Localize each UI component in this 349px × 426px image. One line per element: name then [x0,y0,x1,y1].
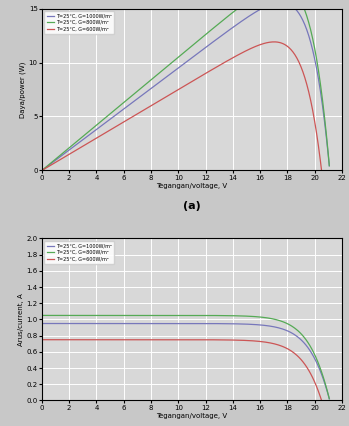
T=25°C, G=600W/m² [247,338,251,343]
T=25°C, G=800W/m² [40,313,44,318]
T=25°C, G=600W/m² [272,39,276,44]
Line: T=25°C, G=800W/m²: T=25°C, G=800W/m² [42,0,329,170]
Line: T=25°C, G=1000W/m²: T=25°C, G=1000W/m² [42,3,329,170]
T=25°C, G=1000W/m² [129,321,133,326]
T=25°C, G=600W/m² [40,337,44,342]
X-axis label: Tegangan/voltage, V: Tegangan/voltage, V [156,413,228,419]
T=25°C, G=800W/m² [129,94,133,99]
T=25°C, G=800W/m² [327,396,332,401]
T=25°C, G=800W/m² [86,313,90,318]
T=25°C, G=600W/m² [200,337,204,343]
T=25°C, G=800W/m² [140,313,144,318]
T=25°C, G=800W/m² [259,314,263,320]
Line: T=25°C, G=1000W/m²: T=25°C, G=1000W/m² [42,323,329,399]
T=25°C, G=600W/m² [75,337,79,342]
T=25°C, G=600W/m² [200,73,204,78]
T=25°C, G=800W/m² [58,313,62,318]
T=25°C, G=600W/m² [287,347,291,352]
T=25°C, G=1000W/m² [279,0,283,5]
T=25°C, G=1000W/m² [86,133,90,138]
T=25°C, G=1000W/m² [283,327,287,332]
T=25°C, G=1000W/m² [284,0,288,6]
T=25°C, G=1000W/m² [327,396,332,401]
T=25°C, G=800W/m² [86,130,90,135]
Y-axis label: Arus/current, A: Arus/current, A [18,293,24,346]
T=25°C, G=1000W/m² [140,93,144,98]
T=25°C, G=600W/m² [75,147,79,152]
T=25°C, G=1000W/m² [58,321,62,326]
T=25°C, G=800W/m² [283,320,287,325]
T=25°C, G=800W/m² [129,313,133,318]
Line: T=25°C, G=600W/m²: T=25°C, G=600W/m² [42,340,321,400]
Line: T=25°C, G=800W/m²: T=25°C, G=800W/m² [42,315,329,399]
T=25°C, G=600W/m² [80,144,84,149]
T=25°C, G=1000W/m² [86,321,90,326]
T=25°C, G=800W/m² [58,153,62,158]
Text: (a): (a) [183,201,201,211]
T=25°C, G=800W/m² [140,85,144,90]
T=25°C, G=600W/m² [319,397,324,403]
Legend: T=25°C, G=1000W/m², T=25°C, G=800W/m², T=25°C, G=600W/m²: T=25°C, G=1000W/m², T=25°C, G=800W/m², T… [44,11,114,34]
T=25°C, G=600W/m² [80,337,84,342]
Legend: T=25°C, G=1000W/m², T=25°C, G=800W/m², T=25°C, G=600W/m²: T=25°C, G=1000W/m², T=25°C, G=800W/m², T… [44,241,114,264]
X-axis label: Tegangan/voltage, V: Tegangan/voltage, V [156,184,228,190]
T=25°C, G=1000W/m² [140,321,144,326]
T=25°C, G=800W/m² [40,168,44,173]
Line: T=25°C, G=600W/m²: T=25°C, G=600W/m² [42,42,321,170]
T=25°C, G=600W/m² [77,337,81,342]
T=25°C, G=600W/m² [319,167,324,172]
T=25°C, G=1000W/m² [58,155,62,160]
T=25°C, G=800W/m² [327,163,332,168]
T=25°C, G=1000W/m² [129,101,133,106]
T=25°C, G=600W/m² [247,47,251,52]
T=25°C, G=1000W/m² [40,321,44,326]
T=25°C, G=600W/m² [40,168,44,173]
Y-axis label: Daya/power (W): Daya/power (W) [20,61,26,118]
T=25°C, G=1000W/m² [259,6,263,12]
T=25°C, G=1000W/m² [40,168,44,173]
T=25°C, G=1000W/m² [259,322,263,328]
T=25°C, G=600W/m² [288,46,292,51]
T=25°C, G=1000W/m² [327,164,332,169]
T=25°C, G=600W/m² [77,146,81,151]
